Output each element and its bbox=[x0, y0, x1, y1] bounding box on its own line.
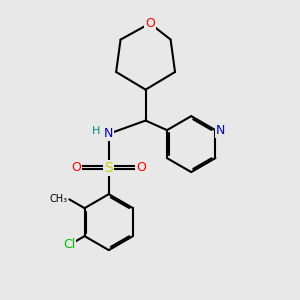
Text: Cl: Cl bbox=[63, 238, 75, 251]
Text: H: H bbox=[92, 126, 100, 136]
Text: O: O bbox=[136, 161, 146, 174]
Text: CH₃: CH₃ bbox=[50, 194, 68, 204]
Text: O: O bbox=[145, 17, 155, 30]
Text: N: N bbox=[216, 124, 225, 136]
Text: S: S bbox=[104, 161, 113, 175]
Text: N: N bbox=[104, 127, 113, 140]
Text: O: O bbox=[71, 161, 81, 174]
